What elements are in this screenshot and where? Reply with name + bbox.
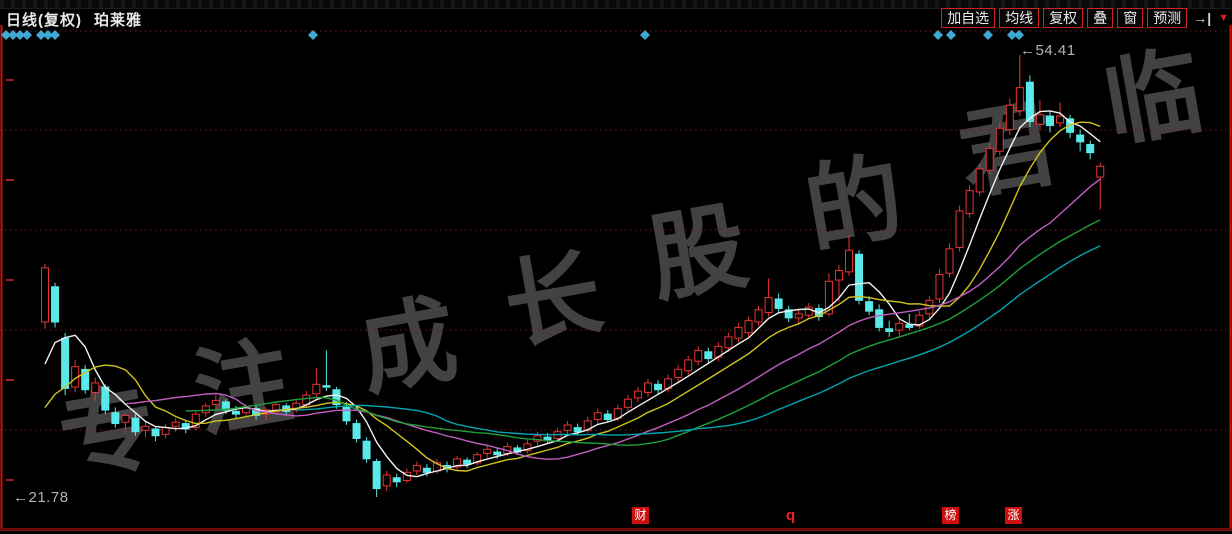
dropdown-caret-icon[interactable]: ▼: [1218, 12, 1229, 24]
adjust-price-button[interactable]: 复权: [1043, 8, 1084, 28]
forecast-button[interactable]: 预测: [1147, 8, 1188, 28]
moving-average-button[interactable]: 均线: [999, 8, 1040, 28]
low-price-label: ←21.78: [13, 489, 69, 506]
bottom-divider: [0, 528, 1232, 531]
period-mode-label: 日线(复权): [6, 12, 82, 29]
badge-rise[interactable]: 涨: [1005, 507, 1022, 524]
stock-name-label: 珀莱雅: [94, 12, 143, 29]
window-button[interactable]: 窗: [1117, 8, 1144, 28]
badge-q[interactable]: q: [786, 507, 796, 524]
clipped-toolbar-strip: [0, 0, 1232, 9]
high-price-label: ←54.41: [1020, 42, 1076, 59]
next-page-icon[interactable]: →|: [1193, 10, 1212, 26]
overlay-button[interactable]: 叠: [1087, 8, 1114, 28]
badge-rank[interactable]: 榜: [942, 507, 959, 524]
add-to-watchlist-button[interactable]: 加自选: [941, 8, 996, 28]
badge-finance[interactable]: 财: [632, 507, 649, 524]
chart-header: 日线(复权) 珀莱雅: [6, 9, 142, 30]
chart-toolbar: 加自选 均线 复权 叠 窗 预测 →| ▼: [941, 8, 1230, 28]
